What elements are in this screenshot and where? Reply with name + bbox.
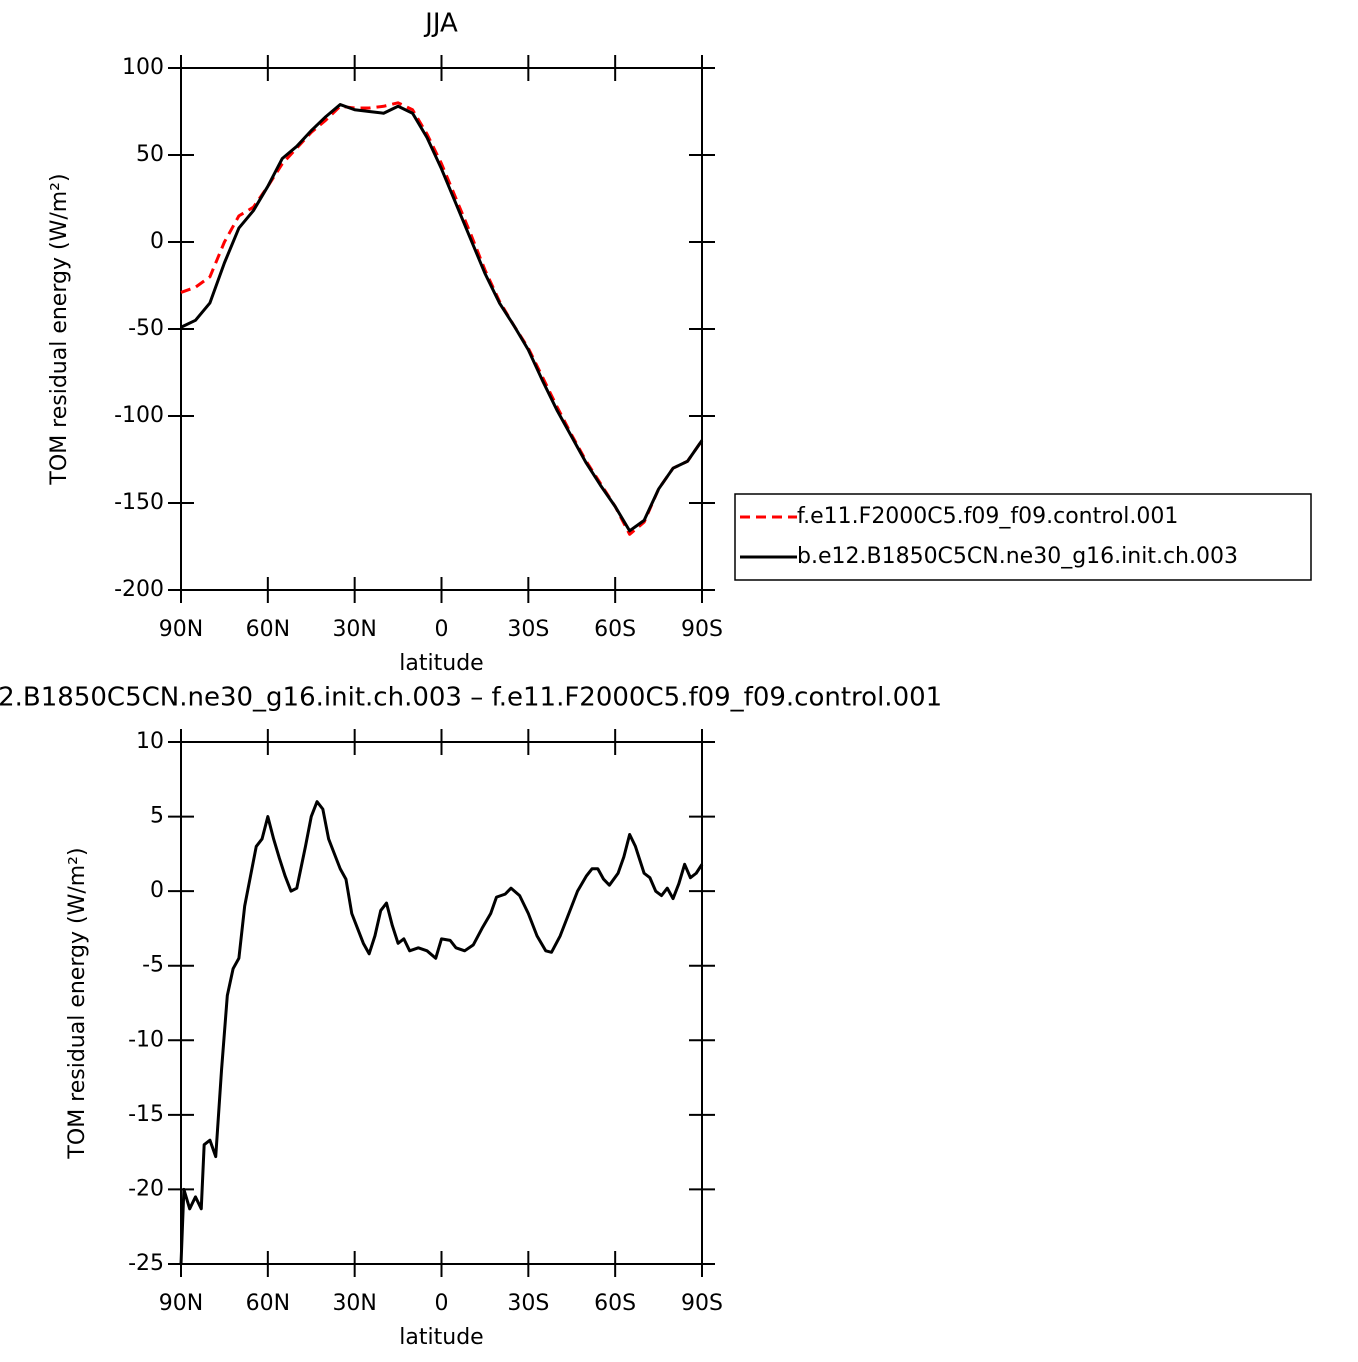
plot-frame: [180, 741, 703, 1265]
chart-title: b.e12.B1850C5CN.ne30_g16.init.ch.003 – f…: [0, 683, 942, 713]
y-tick-label: 0: [150, 229, 164, 254]
y-axis-label: TOM residual energy (W/m²): [47, 173, 72, 485]
plot-frame: [180, 67, 703, 591]
x-tick-label: 30N: [332, 1291, 376, 1316]
y-tick-label: -5: [142, 953, 164, 978]
x-tick-label: 60S: [594, 1291, 636, 1316]
y-tick-label: -50: [128, 316, 164, 341]
x-tick-label: 0: [435, 617, 449, 642]
data-line: [180, 103, 704, 533]
y-tick-label: -10: [128, 1027, 164, 1052]
y-tick-label: -15: [128, 1102, 164, 1127]
y-tick-label: 100: [122, 55, 164, 80]
y-tick-label: 50: [136, 142, 164, 167]
y-tick-label: -100: [114, 403, 164, 428]
legend-label: f.e11.F2000C5.f09_f09.control.001: [797, 504, 1178, 529]
x-axis-label: latitude: [399, 1325, 483, 1350]
y-tick-label: 10: [136, 729, 164, 754]
y-tick-label: -200: [114, 577, 164, 602]
x-tick-label: 60S: [594, 617, 636, 642]
x-tick-label: 30S: [507, 617, 549, 642]
legend-label: b.e12.B1850C5CN.ne30_g16.init.ch.003: [797, 544, 1238, 569]
y-tick-label: 0: [150, 878, 164, 903]
x-tick-label: 90N: [159, 1291, 203, 1316]
x-tick-label: 0: [435, 1291, 449, 1316]
x-axis-label: latitude: [399, 651, 483, 676]
data-line: [179, 800, 704, 1265]
chart-title: JJA: [423, 9, 458, 39]
x-tick-label: 30S: [507, 1291, 549, 1316]
y-tick-label: 5: [150, 804, 164, 829]
y-axis-label: TOM residual energy (W/m²): [65, 847, 90, 1159]
x-tick-label: 30N: [332, 617, 376, 642]
legend-box: [734, 493, 1312, 581]
y-tick-label: -25: [128, 1251, 164, 1276]
x-tick-label: 60N: [246, 617, 290, 642]
x-tick-label: 60N: [246, 1291, 290, 1316]
x-tick-label: 90S: [681, 617, 723, 642]
x-tick-label: 90N: [159, 617, 203, 642]
x-tick-label: 90S: [681, 1291, 723, 1316]
y-tick-label: -20: [128, 1176, 164, 1201]
y-tick-label: -150: [114, 490, 164, 515]
